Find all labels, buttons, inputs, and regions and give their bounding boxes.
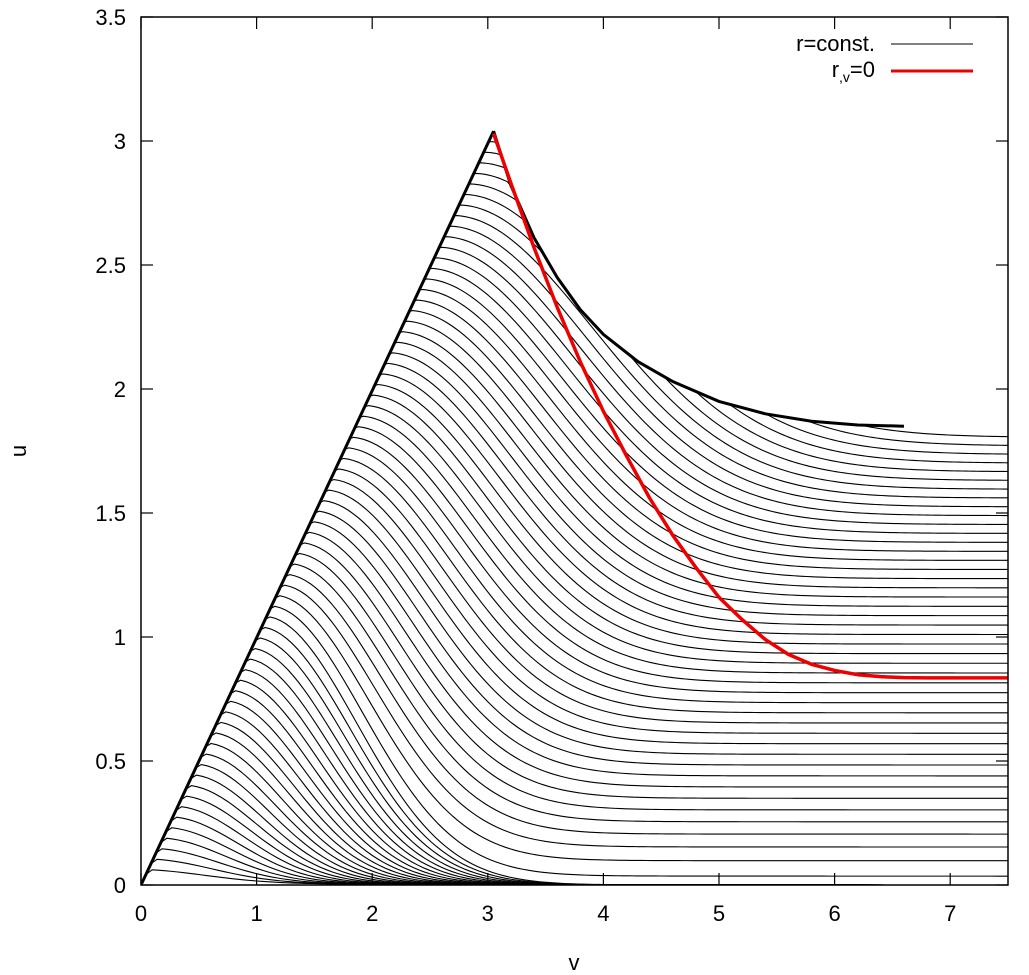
x-tick-label: 5 [713,901,725,926]
r-const-contour [279,584,1008,848]
r-const-contour [442,236,1008,517]
r-const-contour [368,394,1008,655]
legend-r-main: r [832,57,839,82]
apparent-horizon-boundary [492,130,905,428]
r-const-contour [452,215,1008,499]
y-tick-label: 2.5 [95,253,126,278]
y-tick-label: 0.5 [95,749,126,774]
y-tick-label: 2 [114,377,126,402]
y-tick-label: 1 [114,625,126,650]
r-const-contour [304,531,1008,788]
r-const-contour [289,563,1008,823]
r-const-contour [418,288,1008,561]
legend-label-r-const: r=const. [796,31,875,56]
x-tick-label: 2 [366,901,378,926]
r-const-contour [353,426,1008,684]
r-const-contour [294,552,1008,811]
legend-r-tail: =0 [850,57,875,82]
r-const-contour [383,362,1008,626]
r-const-contour [398,331,1008,598]
x-tick-label: 6 [828,901,840,926]
x-axis-label: v [569,950,580,975]
r-const-contour [284,574,1008,835]
x-tick-label: 4 [597,901,609,926]
plot-frame [140,16,1009,886]
x-axis-ticks: 0 1 2 3 4 5 6 7 [135,17,956,926]
y-tick-label: 3.5 [95,5,126,30]
r-const-contour [358,415,1008,674]
legend: r=const. r,v=0 [796,31,973,85]
x-tick-label: 1 [250,901,262,926]
y-tick-label: 3 [114,129,126,154]
r-const-contour [343,447,1008,704]
r-const-contour [393,341,1008,607]
r-const-contour [437,246,1008,525]
r-const-contour [427,267,1008,543]
r-const-contour [333,468,1008,724]
y-tick-label: 1.5 [95,501,126,526]
r-const-contour [432,257,1008,534]
r-const-contour [338,457,1008,714]
r-const-contour [413,299,1008,570]
r-const-contour [348,436,1008,694]
x-tick-label: 7 [944,901,956,926]
r-const-contour [328,478,1008,734]
r-const-contour [314,510,1008,766]
y-tick-label: 0 [114,873,126,898]
x-tick-label: 0 [135,901,147,926]
r-const-contour [323,489,1008,745]
legend-r-sub: ,v [839,69,850,85]
r-const-contour [408,310,1008,580]
r-const-contour [363,405,1008,664]
r-const-contour [299,542,1008,799]
r-const-contour [309,521,1008,777]
x-tick-label: 3 [482,901,494,926]
y-axis-label: u [6,445,31,457]
r-const-contour [378,373,1008,636]
y-axis-ticks: 0 0.5 1 1.5 2 2.5 3 3.5 [95,5,1008,898]
r-const-contour [403,320,1008,589]
r-const-contour [388,352,1008,617]
r-const-contour [447,225,1008,508]
r-const-contour [373,383,1008,645]
r-const-contour [274,595,1008,862]
r-const-contour [318,500,1008,755]
left-edge-boundary [141,130,495,885]
legend-label-r-v-zero: r,v=0 [832,57,875,85]
r-v-zero-series [491,132,1008,680]
r-const-contour [269,605,1008,877]
r-v-zero-curve [491,132,1008,680]
boundary-curves [141,130,905,885]
r-const-contour [423,278,1008,552]
